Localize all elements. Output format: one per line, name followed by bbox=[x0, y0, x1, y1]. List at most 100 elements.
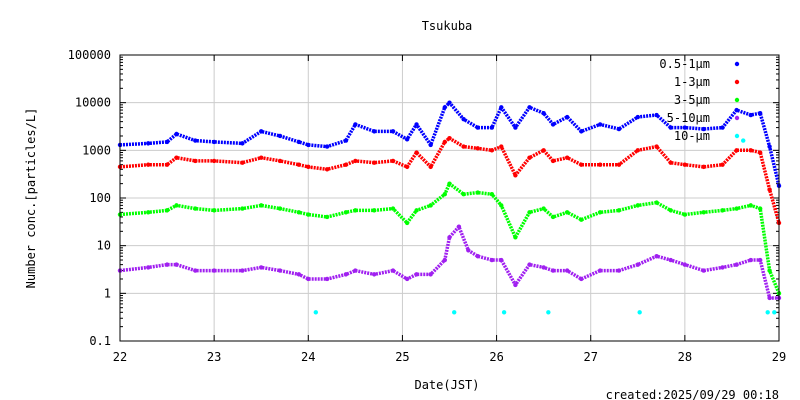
data-point bbox=[635, 203, 640, 208]
legend-marker bbox=[734, 115, 740, 121]
data-point bbox=[146, 210, 151, 215]
data-point bbox=[461, 116, 466, 122]
data-point bbox=[306, 276, 311, 282]
data-point bbox=[527, 155, 532, 160]
data-point bbox=[414, 272, 419, 277]
data-point bbox=[404, 137, 410, 142]
data-point bbox=[461, 192, 466, 197]
x-tick-label: 28 bbox=[678, 350, 692, 364]
y-tick-label: 1000 bbox=[82, 143, 111, 157]
data-point bbox=[146, 162, 151, 167]
data-point bbox=[164, 139, 170, 145]
y-tick-label: 1 bbox=[104, 286, 111, 300]
data-point bbox=[456, 224, 462, 229]
data-point bbox=[428, 142, 433, 148]
legend-label: 1-3μm bbox=[674, 75, 710, 89]
data-point bbox=[668, 257, 673, 263]
data-point bbox=[513, 235, 518, 240]
data-point bbox=[277, 268, 283, 273]
data-point bbox=[546, 310, 551, 315]
plot-frame bbox=[119, 54, 780, 342]
data-point bbox=[757, 150, 763, 155]
data-point bbox=[277, 133, 283, 139]
data-point bbox=[579, 162, 584, 167]
data-point bbox=[564, 210, 570, 215]
data-point bbox=[259, 203, 264, 208]
data-point bbox=[550, 158, 556, 164]
data-point bbox=[499, 105, 504, 110]
data-point bbox=[442, 192, 447, 197]
data-point bbox=[597, 268, 603, 273]
data-point bbox=[353, 122, 358, 127]
data-point bbox=[597, 122, 603, 127]
data-point bbox=[597, 210, 603, 215]
data-point bbox=[748, 203, 753, 208]
data-point bbox=[720, 125, 725, 130]
data-point bbox=[499, 203, 504, 208]
data-point bbox=[475, 125, 480, 130]
data-point bbox=[306, 164, 311, 170]
data-point bbox=[174, 262, 179, 267]
data-point bbox=[767, 187, 772, 192]
x-tick-label: 27 bbox=[583, 350, 597, 364]
data-point bbox=[404, 276, 410, 282]
data-point bbox=[259, 155, 264, 160]
data-point bbox=[767, 295, 772, 301]
data-point bbox=[452, 310, 457, 315]
data-point bbox=[428, 272, 433, 277]
data-point bbox=[654, 112, 659, 118]
data-point bbox=[211, 208, 217, 213]
data-point bbox=[541, 206, 546, 211]
data-point bbox=[513, 173, 518, 178]
data-point bbox=[296, 162, 302, 167]
data-point bbox=[616, 162, 622, 167]
data-point bbox=[720, 265, 725, 270]
data-point bbox=[489, 192, 495, 197]
data-point bbox=[146, 141, 151, 146]
y-tick-label: 10 bbox=[97, 239, 111, 253]
legend-marker bbox=[734, 79, 740, 85]
data-point bbox=[668, 160, 673, 165]
data-point bbox=[277, 206, 283, 211]
data-point bbox=[324, 167, 330, 172]
data-point bbox=[475, 146, 480, 151]
data-point bbox=[741, 138, 746, 143]
series-1 bbox=[117, 100, 782, 189]
data-point bbox=[772, 310, 777, 315]
x-tick-label: 23 bbox=[207, 350, 221, 364]
data-point bbox=[343, 162, 349, 167]
data-point bbox=[324, 214, 330, 220]
data-point bbox=[461, 144, 466, 149]
data-point bbox=[296, 272, 302, 277]
data-point bbox=[734, 262, 739, 267]
y-axis-title: Number conc.[particles/L] bbox=[24, 108, 38, 289]
data-point bbox=[428, 203, 433, 208]
data-point bbox=[240, 268, 245, 273]
data-point bbox=[442, 105, 447, 110]
x-tick-label: 22 bbox=[113, 350, 127, 364]
data-point bbox=[701, 164, 706, 170]
data-point bbox=[390, 158, 396, 164]
data-point bbox=[489, 125, 495, 130]
x-tick-label: 29 bbox=[772, 350, 786, 364]
data-point bbox=[164, 162, 170, 167]
data-point bbox=[428, 164, 433, 170]
data-point bbox=[447, 235, 452, 240]
legend-marker bbox=[734, 61, 740, 67]
data-point bbox=[296, 210, 302, 215]
legend: 0.5-1μm 1-3μm 3-5μm 5-10μm 10-μm bbox=[659, 57, 740, 143]
series-5 bbox=[313, 138, 777, 315]
x-tick-label: 24 bbox=[301, 350, 315, 364]
data-point bbox=[414, 122, 419, 127]
data-point bbox=[748, 112, 753, 118]
data-point bbox=[550, 214, 556, 220]
data-point bbox=[541, 111, 546, 116]
data-point bbox=[211, 268, 217, 273]
data-point bbox=[193, 158, 198, 164]
x-axis-title: Date(JST) bbox=[414, 378, 479, 392]
data-point bbox=[635, 148, 640, 153]
data-point bbox=[324, 276, 330, 282]
data-point bbox=[757, 111, 763, 116]
data-point bbox=[353, 268, 358, 273]
data-point bbox=[447, 135, 452, 141]
